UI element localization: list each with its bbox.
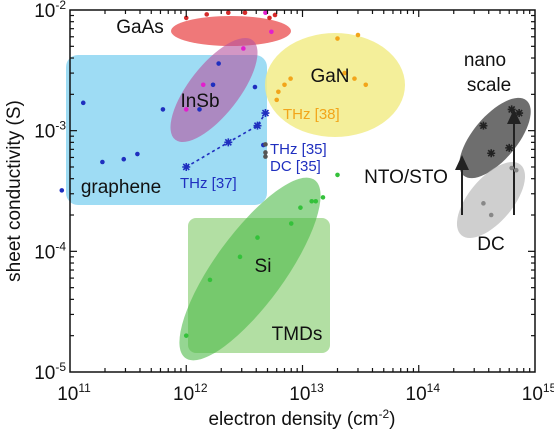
point-nto-sto-dc-1	[488, 212, 494, 218]
point-nto-sto-nano-1	[487, 149, 496, 158]
region-label-insb: InSb	[180, 91, 219, 112]
y-tick-label-3: 10-2	[34, 0, 66, 22]
point-nto-sto-nano-2	[507, 105, 516, 114]
regions-layer	[66, 16, 531, 361]
region-label-gan: GaN	[310, 66, 349, 87]
point-gaas-1	[204, 12, 210, 17]
region-label-graphene: graphene	[81, 177, 161, 198]
point-graphene-2	[100, 159, 105, 165]
point-si-4	[288, 221, 294, 226]
point-si-0	[183, 333, 189, 338]
point-gan-5	[352, 76, 357, 81]
point-graphene-6	[210, 82, 216, 88]
point-nto-sto-nano-0	[479, 121, 488, 130]
point-insb-0	[183, 107, 189, 112]
point-dc-35-2	[263, 154, 268, 159]
point-gaas-3	[242, 10, 248, 15]
point-si-2	[237, 254, 243, 260]
point-graphene-10	[160, 107, 166, 112]
region-label-nto-sto: NTO/STO	[364, 167, 448, 188]
point-si-5	[298, 205, 303, 210]
region-label-scale: scale	[467, 75, 511, 96]
y-axis-label: sheet conductivity (S)	[4, 100, 25, 282]
point-gaas-0	[183, 15, 189, 21]
x-axis-label-end: )	[389, 409, 395, 430]
ticks-layer: 1011 1012 1013 1014 1015 10-5 10-4 10-3 10-2	[34, 0, 554, 405]
point-si-9	[335, 172, 340, 178]
point-gan-8	[335, 36, 340, 41]
annotation-3: THz [37]	[180, 175, 237, 192]
point-gan-0	[274, 97, 280, 103]
point-insb-2	[241, 46, 246, 51]
y-tick-label-2: 10-3	[34, 119, 66, 143]
point-gan-2	[282, 82, 287, 88]
points-layer	[59, 10, 524, 338]
annotation-0: THz [38]	[283, 106, 340, 123]
point-insb-3	[263, 10, 268, 15]
point-graphene-0	[59, 188, 65, 193]
x-tick-label-3: 1014	[406, 381, 441, 405]
arrow-right-head	[507, 109, 521, 124]
x-axis-label-main: electron density (cm	[208, 409, 378, 430]
point-dc-35-0	[263, 142, 268, 147]
x-tick-label-0: 1011	[57, 381, 91, 405]
point-gaas-2	[226, 10, 231, 15]
point-gan-6	[355, 32, 361, 38]
point-thz-37-3	[261, 109, 270, 118]
region-label-si: Si	[255, 256, 272, 277]
point-gan-3	[288, 76, 293, 81]
annotation-1: THz [35]	[270, 141, 327, 158]
thz37-trend-line	[185, 112, 267, 168]
point-si-7	[313, 198, 319, 204]
point-graphene-1	[80, 100, 86, 106]
point-gan-7	[363, 82, 369, 88]
x-tick-label-1: 1012	[173, 381, 208, 405]
x-axis-label-sup: -2	[379, 407, 390, 421]
point-insb-4	[269, 29, 274, 35]
point-graphene-7	[216, 61, 221, 66]
x-tick-label-2: 1013	[289, 381, 324, 405]
region-gaas	[171, 16, 291, 46]
point-nto-sto-nano-3	[515, 109, 524, 118]
point-si-8	[320, 195, 326, 200]
point-graphene-3	[121, 156, 127, 162]
y-tick-label-0: 10-5	[34, 360, 66, 384]
point-si-3	[255, 235, 260, 240]
point-thz-37-1	[224, 138, 233, 147]
y-tick-label-1: 10-4	[34, 239, 66, 263]
point-si-6	[309, 198, 315, 204]
point-gaas-4	[267, 15, 272, 21]
point-nto-sto-dc-2	[509, 165, 514, 171]
point-dc-35-1	[263, 150, 268, 155]
point-gan-4	[342, 70, 347, 76]
region-label-dc: DC	[477, 234, 504, 255]
point-nto-sto-dc-3	[513, 167, 519, 173]
region-gan	[265, 33, 405, 137]
point-si-1	[207, 277, 213, 283]
region-dc	[456, 162, 526, 238]
region-si	[179, 177, 321, 361]
region-label-nano: nano	[464, 50, 506, 71]
region-insb	[170, 38, 258, 142]
arrows-layer	[185, 109, 521, 215]
point-insb-1	[200, 82, 206, 88]
point-graphene-8	[252, 84, 258, 90]
x-tick-label-4: 1015	[522, 381, 554, 405]
labels-layer: GaAs InSb GaN graphene Si TMDs nano scale NTO/ST…	[81, 17, 511, 345]
point-graphene-5	[197, 107, 202, 112]
region-label-tmds: TMDs	[272, 324, 323, 345]
point-thz-37-2	[253, 121, 262, 130]
arrow-left-head	[455, 155, 469, 170]
point-graphene-4	[135, 151, 140, 157]
point-gan-1	[276, 89, 281, 95]
point-thz-37-0	[182, 162, 191, 171]
point-nto-sto-dc-0	[481, 201, 486, 206]
point-nto-sto-nano-4	[505, 143, 514, 152]
x-axis-label: electron density (cm-2)	[208, 407, 395, 430]
region-label-gaas: GaAs	[116, 17, 164, 38]
annotation-2: DC [35]	[270, 158, 321, 175]
